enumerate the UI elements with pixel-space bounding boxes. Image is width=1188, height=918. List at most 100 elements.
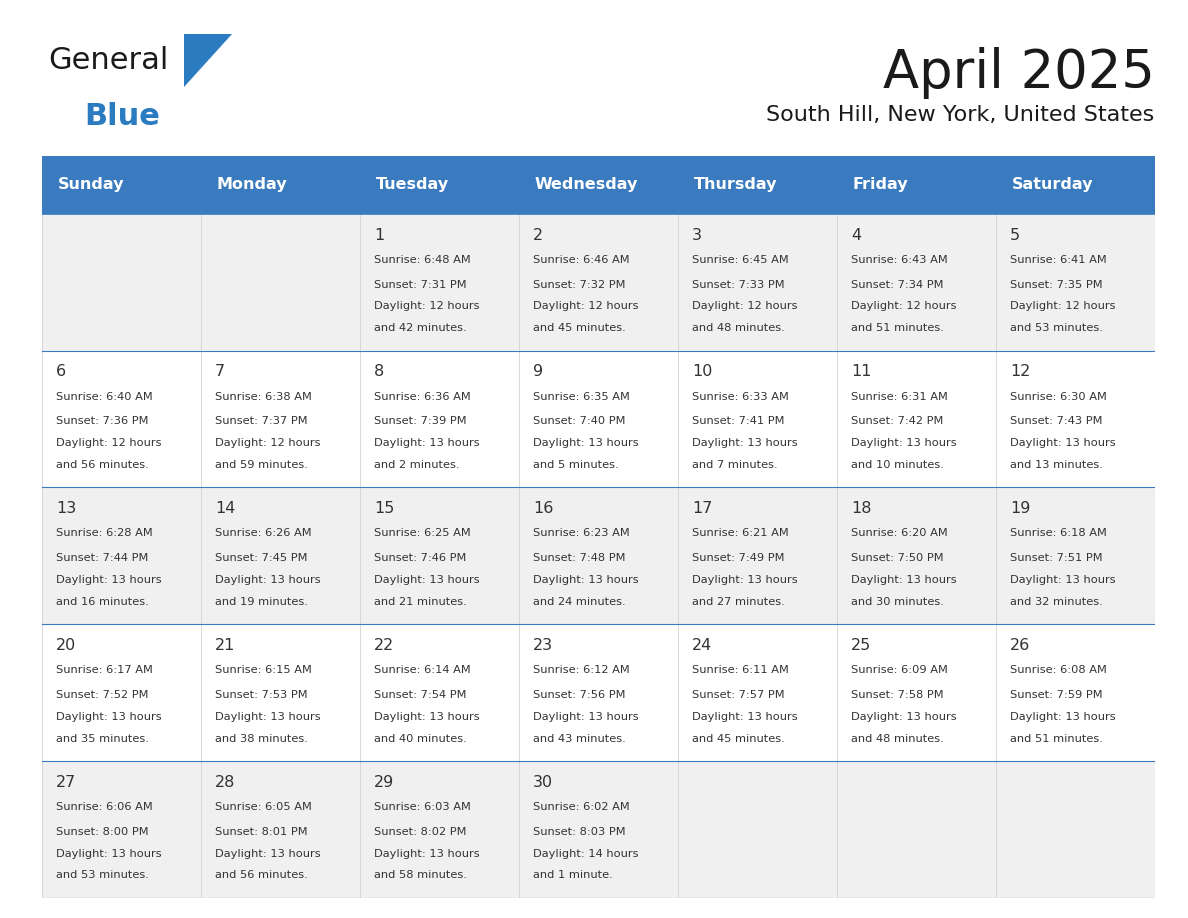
Text: 18: 18 (851, 501, 872, 516)
Text: Sunset: 7:59 PM: Sunset: 7:59 PM (1010, 690, 1102, 700)
Text: Sunrise: 6:15 AM: Sunrise: 6:15 AM (215, 666, 311, 676)
Text: Sunset: 7:32 PM: Sunset: 7:32 PM (533, 280, 625, 289)
Text: 26: 26 (1010, 638, 1030, 653)
FancyBboxPatch shape (42, 351, 1155, 487)
Text: Sunrise: 6:25 AM: Sunrise: 6:25 AM (374, 529, 470, 539)
Text: 15: 15 (374, 501, 394, 516)
Text: Sunrise: 6:43 AM: Sunrise: 6:43 AM (851, 255, 948, 265)
Text: 13: 13 (56, 501, 76, 516)
Text: and 56 minutes.: and 56 minutes. (56, 460, 148, 470)
Text: Sunrise: 6:26 AM: Sunrise: 6:26 AM (215, 529, 311, 539)
Text: Sunset: 7:45 PM: Sunset: 7:45 PM (215, 554, 308, 563)
Text: 24: 24 (691, 638, 713, 653)
Text: Sunset: 8:00 PM: Sunset: 8:00 PM (56, 827, 148, 836)
Text: Sunrise: 6:11 AM: Sunrise: 6:11 AM (691, 666, 789, 676)
Text: 7: 7 (215, 364, 225, 379)
Text: and 53 minutes.: and 53 minutes. (56, 870, 148, 880)
Text: 20: 20 (56, 638, 76, 653)
Text: Sunset: 7:57 PM: Sunset: 7:57 PM (691, 690, 784, 700)
Text: Sunset: 7:44 PM: Sunset: 7:44 PM (56, 554, 148, 563)
Text: Daylight: 13 hours: Daylight: 13 hours (691, 438, 797, 448)
Text: Daylight: 13 hours: Daylight: 13 hours (533, 711, 639, 722)
Text: Sunset: 7:54 PM: Sunset: 7:54 PM (374, 690, 467, 700)
FancyBboxPatch shape (42, 487, 1155, 624)
Text: Daylight: 13 hours: Daylight: 13 hours (215, 711, 321, 722)
Text: Daylight: 13 hours: Daylight: 13 hours (1010, 575, 1116, 585)
Text: and 40 minutes.: and 40 minutes. (374, 733, 467, 744)
Text: Sunset: 7:33 PM: Sunset: 7:33 PM (691, 280, 784, 289)
Text: 17: 17 (691, 501, 713, 516)
Text: Sunset: 7:52 PM: Sunset: 7:52 PM (56, 690, 148, 700)
Text: Daylight: 13 hours: Daylight: 13 hours (56, 848, 162, 858)
Text: Sunset: 7:46 PM: Sunset: 7:46 PM (374, 554, 467, 563)
Text: Friday: Friday (853, 177, 908, 193)
Text: Sunrise: 6:36 AM: Sunrise: 6:36 AM (374, 392, 470, 402)
Text: Daylight: 13 hours: Daylight: 13 hours (851, 711, 956, 722)
Text: 23: 23 (533, 638, 554, 653)
Text: Sunrise: 6:05 AM: Sunrise: 6:05 AM (215, 802, 311, 812)
Text: and 59 minutes.: and 59 minutes. (215, 460, 308, 470)
Text: Sunrise: 6:06 AM: Sunrise: 6:06 AM (56, 802, 152, 812)
Text: and 16 minutes.: and 16 minutes. (56, 597, 148, 607)
Text: 3: 3 (691, 228, 702, 242)
Text: 22: 22 (374, 638, 394, 653)
Text: and 56 minutes.: and 56 minutes. (215, 870, 308, 880)
Text: Daylight: 12 hours: Daylight: 12 hours (215, 438, 321, 448)
Text: Sunrise: 6:23 AM: Sunrise: 6:23 AM (533, 529, 630, 539)
Text: and 35 minutes.: and 35 minutes. (56, 733, 148, 744)
Text: Daylight: 13 hours: Daylight: 13 hours (374, 711, 480, 722)
Text: Daylight: 13 hours: Daylight: 13 hours (374, 575, 480, 585)
Text: and 10 minutes.: and 10 minutes. (851, 460, 944, 470)
Text: 9: 9 (533, 364, 543, 379)
Text: Sunrise: 6:45 AM: Sunrise: 6:45 AM (691, 255, 789, 265)
Text: Thursday: Thursday (694, 177, 777, 193)
Text: Sunrise: 6:46 AM: Sunrise: 6:46 AM (533, 255, 630, 265)
Text: Sunrise: 6:03 AM: Sunrise: 6:03 AM (374, 802, 470, 812)
Text: and 30 minutes.: and 30 minutes. (851, 597, 944, 607)
Text: 16: 16 (533, 501, 554, 516)
Text: Sunrise: 6:40 AM: Sunrise: 6:40 AM (56, 392, 152, 402)
Text: Sunset: 7:40 PM: Sunset: 7:40 PM (533, 417, 625, 426)
Text: and 21 minutes.: and 21 minutes. (374, 597, 467, 607)
Text: Sunrise: 6:33 AM: Sunrise: 6:33 AM (691, 392, 789, 402)
Text: Daylight: 12 hours: Daylight: 12 hours (1010, 301, 1116, 311)
Text: Daylight: 13 hours: Daylight: 13 hours (56, 575, 162, 585)
Text: Daylight: 12 hours: Daylight: 12 hours (374, 301, 480, 311)
Text: 1: 1 (374, 228, 384, 242)
Text: Sunset: 7:56 PM: Sunset: 7:56 PM (533, 690, 625, 700)
Text: Sunrise: 6:28 AM: Sunrise: 6:28 AM (56, 529, 152, 539)
Text: April 2025: April 2025 (883, 47, 1155, 99)
Text: South Hill, New York, United States: South Hill, New York, United States (766, 106, 1155, 126)
Text: Sunset: 7:53 PM: Sunset: 7:53 PM (215, 690, 308, 700)
Text: Sunrise: 6:21 AM: Sunrise: 6:21 AM (691, 529, 789, 539)
Text: Daylight: 13 hours: Daylight: 13 hours (533, 575, 639, 585)
Text: Sunrise: 6:12 AM: Sunrise: 6:12 AM (533, 666, 630, 676)
Text: Sunset: 7:48 PM: Sunset: 7:48 PM (533, 554, 625, 563)
Text: Tuesday: Tuesday (375, 177, 449, 193)
Text: Daylight: 13 hours: Daylight: 13 hours (691, 711, 797, 722)
Text: 2: 2 (533, 228, 543, 242)
Text: and 19 minutes.: and 19 minutes. (215, 597, 308, 607)
Text: Sunrise: 6:09 AM: Sunrise: 6:09 AM (851, 666, 948, 676)
Text: 11: 11 (851, 364, 872, 379)
Text: and 32 minutes.: and 32 minutes. (1010, 597, 1102, 607)
Text: and 13 minutes.: and 13 minutes. (1010, 460, 1102, 470)
Text: 12: 12 (1010, 364, 1030, 379)
Text: Sunrise: 6:20 AM: Sunrise: 6:20 AM (851, 529, 948, 539)
Text: 4: 4 (851, 228, 861, 242)
Text: and 27 minutes.: and 27 minutes. (691, 597, 785, 607)
Text: Daylight: 12 hours: Daylight: 12 hours (56, 438, 162, 448)
Text: Daylight: 13 hours: Daylight: 13 hours (1010, 438, 1116, 448)
Text: and 1 minute.: and 1 minute. (533, 870, 613, 880)
Text: Sunset: 7:51 PM: Sunset: 7:51 PM (1010, 554, 1102, 563)
Text: and 58 minutes.: and 58 minutes. (374, 870, 467, 880)
Text: 14: 14 (215, 501, 235, 516)
Text: Sunset: 7:35 PM: Sunset: 7:35 PM (1010, 280, 1102, 289)
Text: Sunset: 7:39 PM: Sunset: 7:39 PM (374, 417, 467, 426)
Text: Saturday: Saturday (1012, 177, 1093, 193)
Text: and 2 minutes.: and 2 minutes. (374, 460, 460, 470)
Text: Daylight: 13 hours: Daylight: 13 hours (851, 438, 956, 448)
Text: Sunset: 7:34 PM: Sunset: 7:34 PM (851, 280, 943, 289)
Text: Sunset: 7:31 PM: Sunset: 7:31 PM (374, 280, 467, 289)
Text: Sunset: 7:50 PM: Sunset: 7:50 PM (851, 554, 943, 563)
